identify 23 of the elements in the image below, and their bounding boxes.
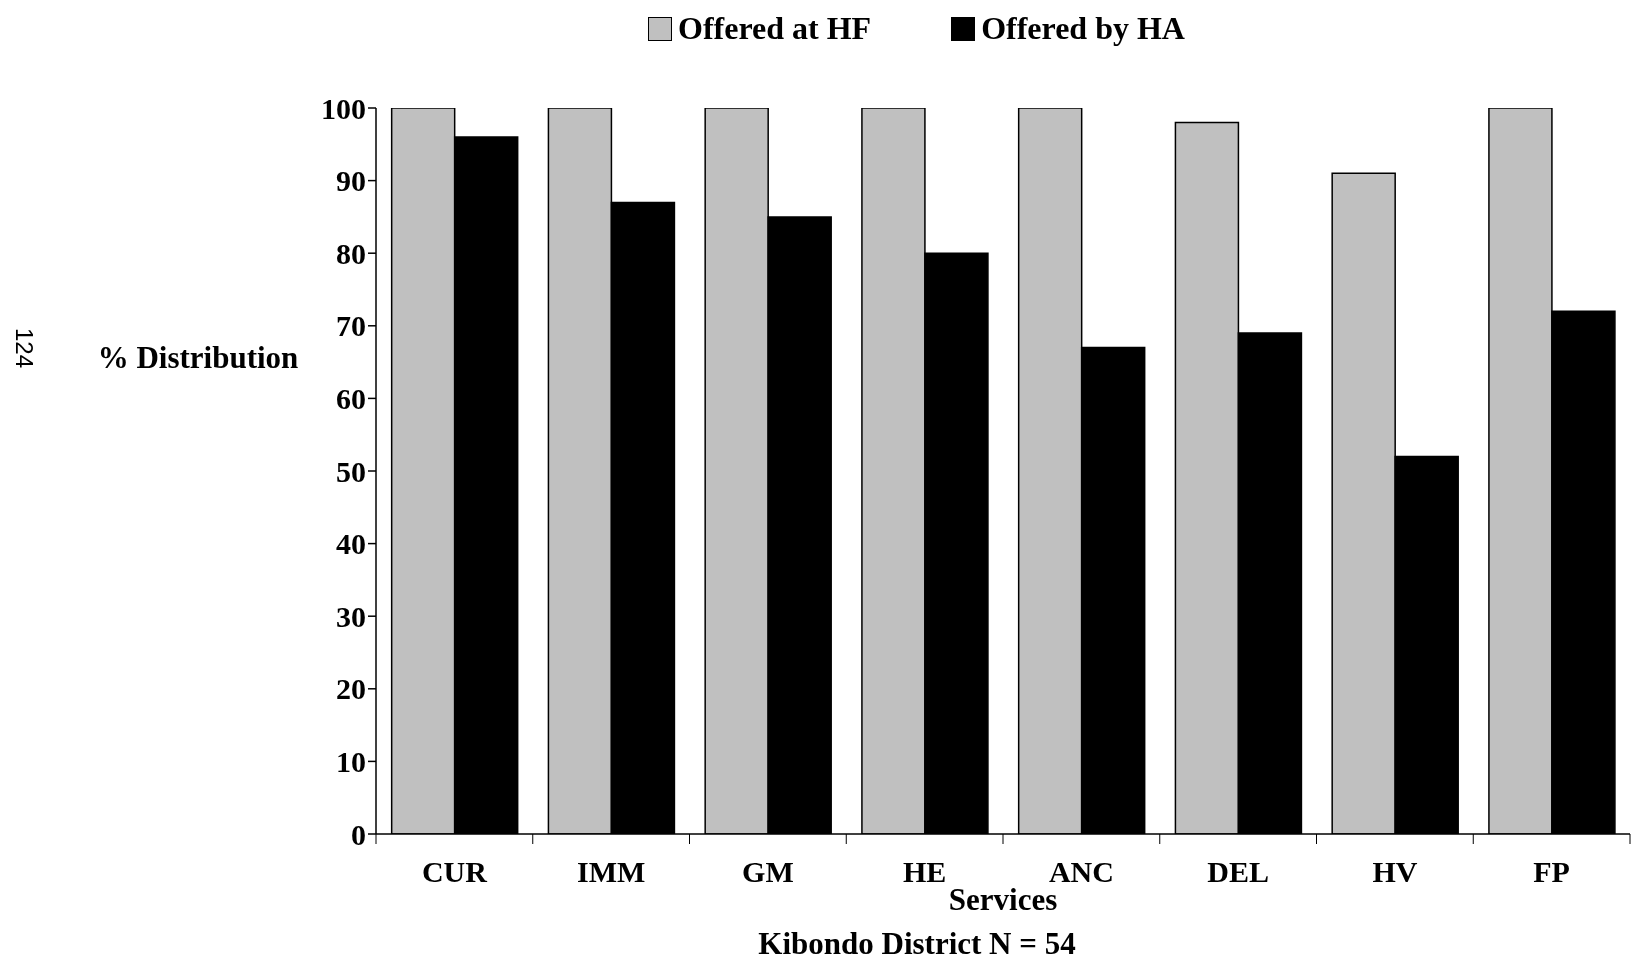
x-tick-label: HE <box>902 855 947 888</box>
y-tick-label: 30 <box>336 599 366 633</box>
legend-label: Offered by HA <box>981 10 1185 47</box>
text: Kibondo District N = 54 <box>757 926 1077 960</box>
x-tick-label: HV <box>1372 855 1418 888</box>
y-tick-label: 90 <box>336 164 366 198</box>
y-tick-label: 40 <box>336 527 366 561</box>
y-tick-label: 100 <box>321 91 366 125</box>
text: 124 <box>10 328 38 369</box>
y-tick-label: 0 <box>351 817 366 851</box>
x-tick-label: DEL <box>1207 855 1269 888</box>
y-tick-label: 10 <box>336 745 366 779</box>
y-tick-label: 80 <box>336 236 366 270</box>
y-axis-title: % Distribution <box>96 340 300 376</box>
y-tick-label: 70 <box>336 309 366 343</box>
x-tick-label: CUR <box>421 855 488 888</box>
y-tick-label: 20 <box>336 672 366 706</box>
x-tick-label: IMM <box>576 855 646 888</box>
x-tick-label: GM <box>742 855 794 888</box>
y-tick-label: 60 <box>336 382 366 416</box>
legend-label: Offered at HF <box>678 10 872 47</box>
y-tick-label: 50 <box>336 454 366 488</box>
x-tick-label: FP <box>1533 855 1570 888</box>
